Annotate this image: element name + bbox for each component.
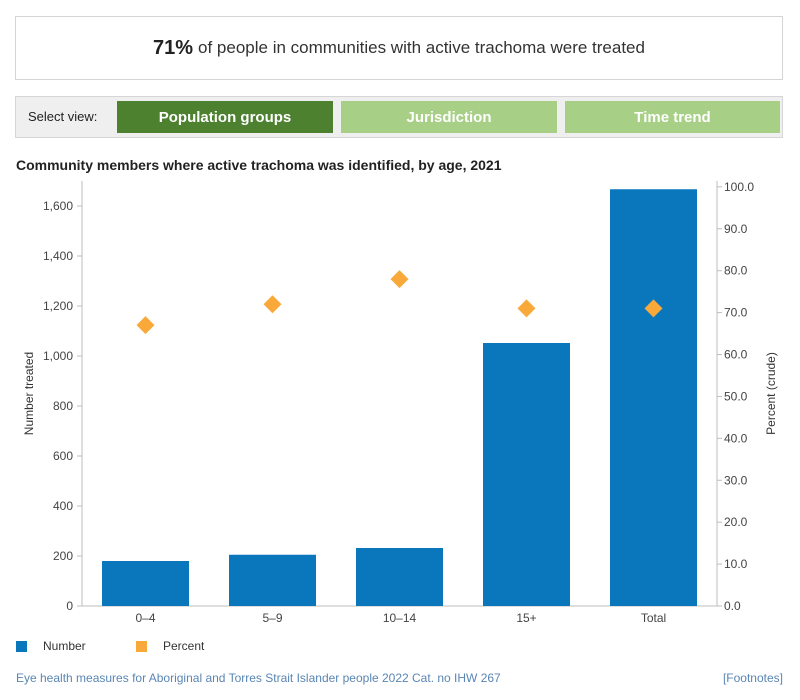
right-tick-label: 70.0 (724, 306, 748, 320)
bar-number-3 (483, 343, 570, 606)
legend-number-label: Number (43, 639, 86, 653)
category-label: 15+ (516, 611, 536, 625)
percent-marker-2 (390, 270, 409, 289)
right-tick-label: 50.0 (724, 389, 748, 403)
left-tick-label: 0 (66, 599, 73, 613)
left-tick-label: 1,400 (43, 249, 73, 263)
right-tick-label: 20.0 (724, 515, 748, 529)
left-tick-label: 1,000 (43, 349, 73, 363)
bar-number-4 (610, 189, 697, 606)
left-tick-label: 1,200 (43, 299, 73, 313)
right-tick-label: 0.0 (724, 599, 741, 613)
chart-title: Community members where active trachoma … (16, 157, 502, 173)
left-tick-label: 800 (53, 399, 73, 413)
right-tick-label: 80.0 (724, 264, 748, 278)
footnotes-link[interactable]: [Footnotes] (722, 671, 783, 685)
legend-number-swatch (16, 640, 27, 652)
right-tick-label: 60.0 (724, 348, 748, 362)
legend-percent-swatch (136, 640, 147, 652)
legend-percent-label: Percent (163, 639, 205, 653)
headline-percent: 71% (153, 36, 194, 59)
bar-number-1 (229, 554, 316, 606)
right-tick-label: 10.0 (724, 557, 748, 571)
right-tick-label: 90.0 (724, 222, 748, 236)
category-label: 10–14 (383, 611, 417, 625)
right-tick-label: 100.0 (724, 180, 754, 194)
time-trend-button[interactable]: Time trend (565, 101, 780, 133)
bar-number-0 (102, 561, 189, 606)
category-label: 0–4 (135, 611, 155, 625)
left-tick-label: 400 (53, 499, 73, 513)
percent-marker-4 (644, 299, 663, 318)
headline-text: of people in communities with active tra… (198, 38, 645, 57)
source-note: Eye health measures for Aboriginal and T… (16, 671, 501, 685)
percent-marker-3 (517, 299, 536, 318)
right-tick-label: 30.0 (724, 473, 748, 487)
left-tick-label: 600 (53, 449, 73, 463)
left-axis-title: Number treated (22, 352, 36, 435)
select-view-label: Select view: (28, 109, 98, 124)
left-tick-label: 1,600 (43, 199, 73, 213)
right-tick-label: 40.0 (724, 431, 748, 445)
legend-number: Number (16, 639, 86, 653)
population-groups-button[interactable]: Population groups (117, 101, 333, 133)
headline-banner: 71% of people in communities with active… (15, 16, 783, 80)
jurisdiction-button[interactable]: Jurisdiction (341, 101, 557, 133)
bar-number-2 (356, 548, 443, 606)
percent-marker-0 (136, 316, 155, 335)
category-label: Total (641, 611, 666, 625)
percent-marker-1 (263, 295, 282, 314)
legend-percent: Percent (136, 639, 204, 653)
right-axis-title: Percent (crude) (764, 352, 778, 435)
category-label: 5–9 (262, 611, 282, 625)
view-selector: Select view: Population groups Jurisdict… (15, 96, 783, 138)
left-tick-label: 200 (53, 549, 73, 563)
